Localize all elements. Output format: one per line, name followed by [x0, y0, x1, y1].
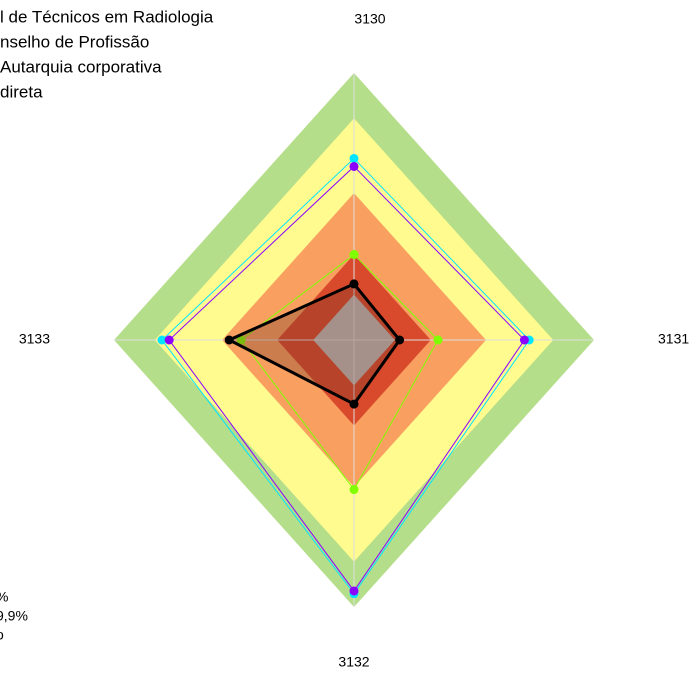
axis-label: 3130 — [354, 11, 385, 27]
point — [157, 335, 167, 345]
note: direta — [0, 82, 43, 101]
point — [349, 153, 359, 163]
point — [236, 335, 246, 345]
footnote: % — [0, 589, 8, 605]
axis-label: 3133 — [19, 331, 50, 347]
point — [349, 586, 359, 596]
point — [395, 335, 405, 345]
note: l de Técnicos em Radiologia — [0, 7, 214, 26]
point — [224, 335, 234, 345]
point — [349, 250, 359, 260]
point — [164, 335, 174, 345]
axis-label: 3132 — [338, 654, 369, 670]
point — [349, 161, 359, 171]
footnote: 9,9% — [0, 608, 28, 624]
point — [349, 485, 359, 495]
point — [349, 399, 359, 409]
footnote: o — [0, 627, 4, 643]
note: Autarquia corporativa — [0, 57, 162, 76]
note: nselho de Profissão — [0, 32, 149, 51]
point — [519, 335, 529, 345]
axis-label: 3131 — [658, 331, 689, 347]
point — [349, 279, 359, 289]
point — [433, 335, 443, 345]
